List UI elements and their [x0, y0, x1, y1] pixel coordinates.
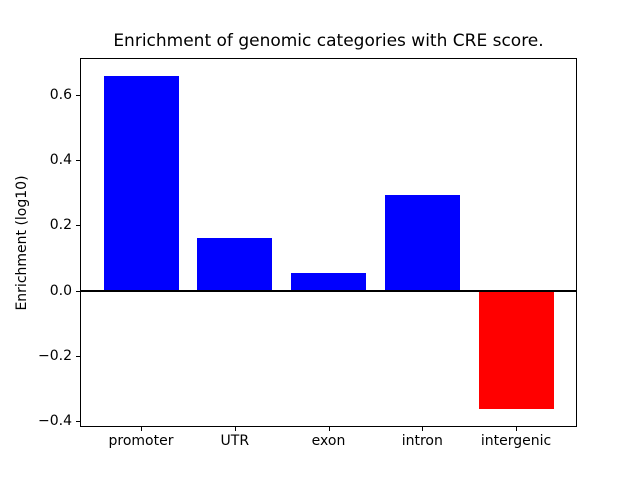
bar-intron — [384, 194, 460, 291]
x-tick-label-intron: intron — [401, 433, 443, 449]
x-tick-label-UTR: UTR — [220, 433, 250, 449]
y-tick-mark — [76, 356, 80, 357]
zero-line — [81, 290, 576, 292]
x-tick-mark — [141, 427, 142, 431]
y-tick-label: 0.6 — [49, 87, 72, 104]
bar-intergenic — [478, 290, 554, 410]
y-tick-mark — [76, 95, 80, 96]
x-tick-mark — [422, 427, 423, 431]
bar-exon — [291, 272, 366, 291]
plot-area — [80, 58, 577, 427]
y-tick-label: −0.2 — [38, 347, 72, 364]
x-tick-label-intergenic: intergenic — [480, 433, 552, 449]
y-tick-label: −0.4 — [38, 412, 72, 429]
y-tick-mark — [76, 225, 80, 226]
x-tick-label-exon: exon — [311, 433, 346, 449]
y-tick-label: 0.2 — [49, 217, 72, 234]
bar-promoter — [103, 75, 179, 291]
y-axis-label: Enrichment (log10) — [14, 175, 30, 311]
y-tick-mark — [76, 291, 80, 292]
x-tick-label-promoter: promoter — [108, 433, 174, 449]
x-tick-mark — [329, 427, 330, 431]
bar-UTR — [197, 238, 273, 291]
y-tick-label: 0.0 — [49, 282, 72, 299]
x-tick-mark — [235, 427, 236, 431]
y-tick-mark — [76, 421, 80, 422]
x-tick-mark — [516, 427, 517, 431]
y-tick-mark — [76, 160, 80, 161]
chart-title: Enrichment of genomic categories with CR… — [113, 31, 544, 51]
y-tick-label: 0.4 — [49, 152, 72, 169]
